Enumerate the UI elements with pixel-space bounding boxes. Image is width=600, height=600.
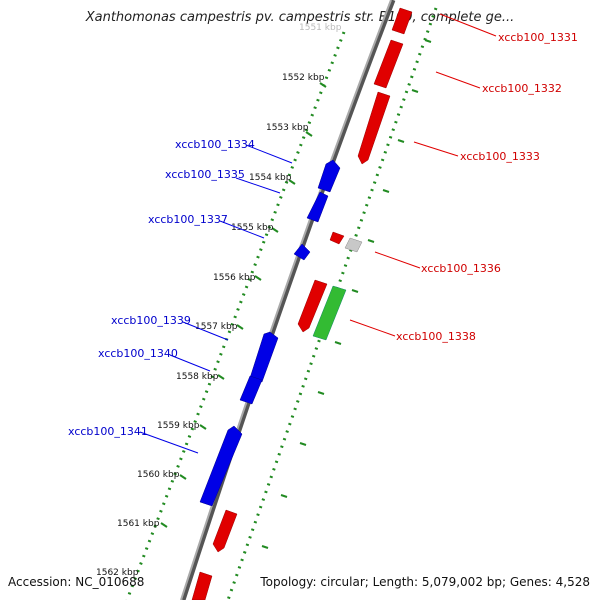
- gene-xccb100_1338[interactable]: [312, 285, 347, 341]
- tick-label: 1552 kbp: [282, 73, 325, 83]
- gene-label[interactable]: xccb100_1341: [68, 425, 148, 438]
- gene-xccb100_1335[interactable]: [306, 191, 329, 223]
- gene-xccb100_1341[interactable]: [199, 425, 243, 507]
- gene-xccb100_1336[interactable]: [329, 231, 345, 245]
- tick-label: 1559 kbp: [157, 421, 200, 431]
- gene-label[interactable]: xccb100_1338: [396, 330, 476, 343]
- tick-label: 1561 kbp: [117, 519, 160, 529]
- inner-scale-track: [125, 31, 346, 600]
- gene-label[interactable]: xccb100_1333: [460, 150, 540, 163]
- tick-label: 1558 kbp: [176, 372, 219, 382]
- gene-xccb100_1340[interactable]: [239, 375, 263, 405]
- tick-label: 1556 kbp: [213, 273, 256, 283]
- gene-label[interactable]: xccb100_1337: [148, 213, 228, 226]
- gene-forward[interactable]: [212, 509, 238, 553]
- gene-xccb100_1331[interactable]: [391, 7, 413, 35]
- gene-xccb100_1337[interactable]: [293, 243, 311, 261]
- gene-label[interactable]: xccb100_1336: [421, 262, 501, 275]
- tick-label: 1554 kbp: [249, 173, 292, 183]
- tick-marks: [160, 82, 327, 528]
- gene-forward[interactable]: [191, 571, 213, 600]
- tick-label: 1555 kbp: [231, 223, 274, 233]
- gene-xccb100_1339[interactable]: [249, 331, 279, 383]
- topology-label: Topology: circular; Length: 5,079,002 bp…: [260, 575, 590, 589]
- gene-label[interactable]: xccb100_1331: [498, 31, 578, 44]
- gene-label[interactable]: xccb100_1335: [165, 168, 245, 181]
- gene-label[interactable]: xccb100_1332: [482, 82, 562, 95]
- gene-xccb100_1333[interactable]: [357, 91, 391, 165]
- accession-label: Accession: NC_010688: [8, 575, 145, 589]
- gene-label[interactable]: xccb100_1334: [175, 138, 255, 151]
- gene-xccb100_1332[interactable]: [373, 39, 404, 89]
- tick-label: 1553 kbp: [266, 123, 309, 133]
- gene-other[interactable]: [344, 237, 363, 253]
- gene-label[interactable]: xccb100_1339: [111, 314, 191, 327]
- tick-label: 1560 kbp: [137, 470, 180, 480]
- tick-label: 1557 kbp: [195, 322, 238, 332]
- tick-label: 1562 kbp: [96, 568, 139, 578]
- tick-label: 1551 kbp: [299, 23, 342, 33]
- gene-label[interactable]: xccb100_1340: [98, 347, 178, 360]
- gene-xccb100_1338-neighbor[interactable]: [297, 279, 328, 333]
- genome-backbone: [180, 0, 396, 600]
- gene-xccb100_1334[interactable]: [317, 159, 341, 193]
